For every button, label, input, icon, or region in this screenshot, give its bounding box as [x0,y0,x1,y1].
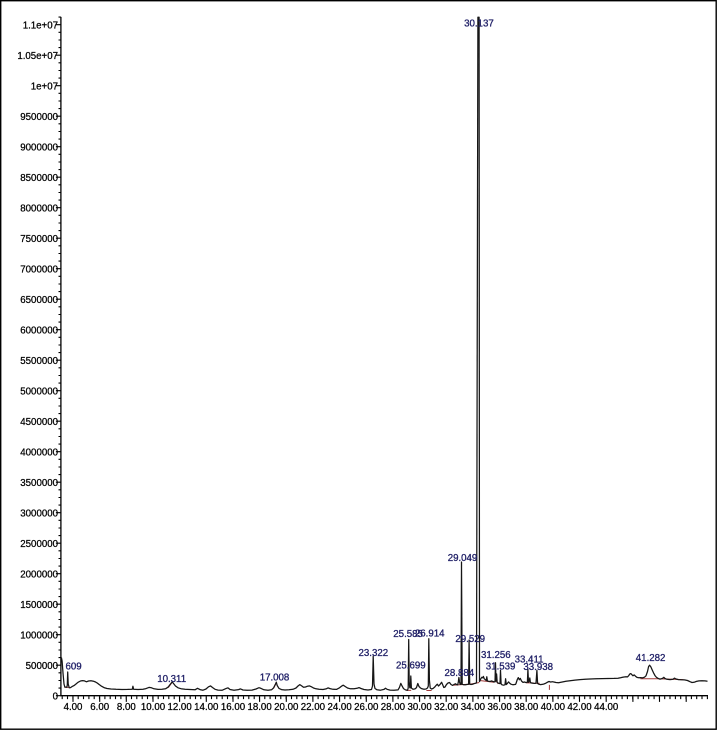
svg-text:609: 609 [66,661,82,672]
svg-text:24.00: 24.00 [327,702,352,713]
svg-text:8000000: 8000000 [20,203,58,214]
svg-text:20.00: 20.00 [274,702,299,713]
svg-text:3000000: 3000000 [20,508,58,519]
svg-text:3500000: 3500000 [20,478,58,489]
svg-text:18.00: 18.00 [247,702,272,713]
svg-text:26.914: 26.914 [415,629,445,640]
svg-text:29.049: 29.049 [448,553,478,564]
svg-text:6000000: 6000000 [20,325,58,336]
svg-text:4500000: 4500000 [20,417,58,428]
svg-text:36.00: 36.00 [487,702,512,713]
svg-text:9000000: 9000000 [20,142,58,153]
svg-text:6.00: 6.00 [90,702,109,713]
svg-text:30.00: 30.00 [407,702,432,713]
svg-text:30.137: 30.137 [464,18,494,29]
svg-text:16.00: 16.00 [221,702,246,713]
svg-text:4.00: 4.00 [64,702,83,713]
svg-text:7500000: 7500000 [20,234,58,245]
svg-text:5000000: 5000000 [20,386,58,397]
svg-text:28.884: 28.884 [445,668,475,679]
svg-text:25.585: 25.585 [393,629,423,640]
svg-text:44.00: 44.00 [594,702,619,713]
svg-text:4000000: 4000000 [20,447,58,458]
svg-text:23.322: 23.322 [359,648,389,659]
svg-text:41.282: 41.282 [636,653,666,664]
svg-text:42.00: 42.00 [567,702,592,713]
svg-text:28.00: 28.00 [381,702,406,713]
svg-text:31.539: 31.539 [486,661,516,672]
svg-text:32.00: 32.00 [434,702,459,713]
svg-text:1e+07: 1e+07 [31,81,58,92]
svg-text:12.00: 12.00 [167,702,192,713]
svg-text:33.938: 33.938 [523,662,553,673]
svg-text:26.00: 26.00 [354,702,379,713]
svg-text:25.699: 25.699 [396,660,426,671]
svg-text:29.529: 29.529 [455,634,485,645]
svg-text:31.256: 31.256 [481,650,511,661]
svg-text:14.00: 14.00 [194,702,219,713]
svg-text:1500000: 1500000 [20,600,58,611]
svg-text:10.311: 10.311 [157,674,186,685]
svg-text:34.00: 34.00 [461,702,486,713]
svg-text:9500000: 9500000 [20,112,58,123]
svg-text:38.00: 38.00 [514,702,539,713]
svg-text:5500000: 5500000 [20,356,58,367]
svg-text:500000: 500000 [26,661,59,672]
svg-text:1000000: 1000000 [20,630,58,641]
svg-text:8.00: 8.00 [117,702,136,713]
svg-text:17.008: 17.008 [260,673,290,684]
svg-text:10.00: 10.00 [141,702,166,713]
svg-text:6500000: 6500000 [20,295,58,306]
svg-text:8500000: 8500000 [20,173,58,184]
svg-text:1.05e+07: 1.05e+07 [17,51,58,62]
svg-text:40.00: 40.00 [541,702,566,713]
svg-text:22.00: 22.00 [301,702,326,713]
svg-text:7000000: 7000000 [20,264,58,275]
svg-text:0: 0 [53,691,59,702]
svg-text:1.1e+07: 1.1e+07 [23,20,58,31]
svg-text:2500000: 2500000 [20,539,58,550]
svg-text:2000000: 2000000 [20,569,58,580]
svg-text:33.411: 33.411 [515,654,544,665]
